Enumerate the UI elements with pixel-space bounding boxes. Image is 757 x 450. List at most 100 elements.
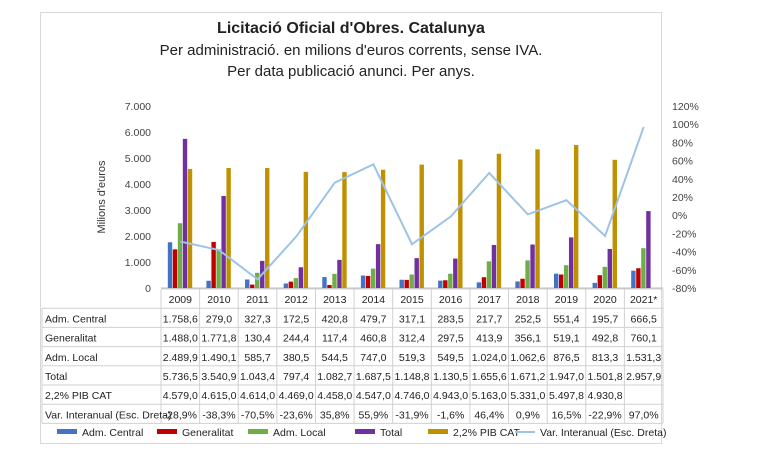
- y-tick-label: 0: [145, 283, 151, 295]
- bar: [558, 274, 564, 288]
- table-cell: 813,3: [592, 352, 618, 364]
- bar: [641, 248, 646, 288]
- table-row-label: Generalitat: [45, 333, 96, 345]
- bar: [448, 273, 453, 288]
- bar: [553, 273, 559, 288]
- bar: [636, 268, 641, 288]
- bar: [265, 168, 270, 288]
- bar: [520, 278, 525, 288]
- table-row-label: 2,2% PIB CAT: [45, 390, 112, 402]
- y2-tick-label: 60%: [672, 156, 693, 168]
- bar: [370, 268, 376, 288]
- bar: [414, 258, 419, 288]
- table-cell: 1.758,6: [163, 313, 198, 325]
- bar: [443, 280, 448, 288]
- legend-swatch: [57, 429, 77, 434]
- x-tick-label: 2017: [478, 294, 502, 306]
- legend-label: Adm. Local: [273, 427, 326, 439]
- bar: [404, 279, 409, 288]
- legend-label: Adm. Central: [82, 427, 143, 439]
- table-cell: 16,5%: [552, 409, 582, 421]
- x-tick-label: 2020: [593, 294, 617, 306]
- title-block: Licitació Oficial d'Obres. Catalunya Per…: [40, 18, 662, 82]
- bar: [298, 267, 304, 288]
- legend-label: Var. Interanual (Esc. Dreta): [540, 427, 666, 439]
- y-tick-label: 4.000: [125, 179, 151, 191]
- bar: [573, 145, 579, 288]
- bar: [486, 261, 492, 288]
- table-cell: 195,7: [592, 313, 618, 325]
- bar: [250, 284, 255, 288]
- table-cell: 5.163,0: [472, 390, 507, 402]
- table-cell: 1.062,6: [510, 352, 545, 364]
- table-cell: 4.579,0: [163, 390, 198, 402]
- table-cell: 117,4: [322, 333, 348, 345]
- table-cell: 1.531,3: [626, 352, 661, 364]
- y2-tick-label: -80%: [672, 283, 697, 295]
- x-tick-label: 2012: [284, 294, 308, 306]
- table-cell: 1.024,0: [472, 352, 507, 364]
- table-cell: 55,9%: [358, 409, 388, 421]
- x-tick-label: 2016: [439, 294, 463, 306]
- y2-tick-label: 40%: [672, 174, 693, 186]
- table-cell: 46,4%: [474, 409, 504, 421]
- x-tick-label: 2014: [362, 294, 386, 306]
- bar: [607, 248, 612, 288]
- chart-subtitle-line-2: Per data publicació anunci. Per anys.: [227, 63, 475, 80]
- bar: [360, 275, 366, 288]
- bar: [327, 284, 332, 288]
- table-cell: -38,3%: [202, 409, 235, 421]
- legend-swatch: [355, 429, 375, 434]
- legend-swatch: [157, 429, 177, 434]
- table-cell: -22,9%: [588, 409, 621, 421]
- bar: [525, 260, 530, 288]
- table-cell: 5.331,0: [510, 390, 545, 402]
- bar: [375, 244, 381, 288]
- table-cell: 5.736,5: [163, 371, 198, 383]
- table-cell: 297,5: [437, 333, 463, 345]
- table-cell: 4.469,0: [279, 390, 314, 402]
- bar: [419, 164, 424, 288]
- table-cell: 1.082,7: [317, 371, 352, 383]
- table-cell: 2.489,9: [163, 352, 198, 364]
- bar: [453, 258, 458, 288]
- table-cell: 460,8: [360, 333, 386, 345]
- y2-tick-label: 100%: [672, 119, 699, 131]
- table-cell: 380,5: [283, 352, 309, 364]
- table-cell: 217,7: [476, 313, 502, 325]
- table-cell: 4.943,0: [433, 390, 468, 402]
- table-cell: 4.614,0: [240, 390, 275, 402]
- bar: [597, 275, 602, 288]
- bar: [602, 266, 607, 288]
- table-cell: 5.497,8: [549, 390, 584, 402]
- x-tick-label: 2009: [169, 294, 193, 306]
- bar: [530, 244, 535, 288]
- table-cell: 876,5: [553, 352, 579, 364]
- table-cell: -1,6%: [437, 409, 464, 421]
- table-cell: 1.501,8: [588, 371, 623, 383]
- bar: [438, 280, 443, 288]
- table-cell: 283,5: [437, 313, 463, 325]
- x-tick-label: 2013: [323, 294, 347, 306]
- legend-label: 2,2% PIB CAT: [453, 427, 520, 439]
- table-cell: 1.148,8: [394, 371, 429, 383]
- table-cell: 519,3: [399, 352, 425, 364]
- table-cell: 35,8%: [320, 409, 350, 421]
- bar: [380, 169, 386, 288]
- bar: [612, 159, 617, 288]
- table-cell: 1.771,8: [201, 333, 236, 345]
- table-cell: -28,9%: [164, 409, 197, 421]
- bar: [399, 279, 404, 288]
- table-cell: 4.458,0: [317, 390, 352, 402]
- x-tick-label: 2011: [246, 294, 269, 306]
- table-cell: 585,7: [244, 352, 270, 364]
- variation-line: [180, 126, 645, 281]
- bar: [568, 237, 574, 288]
- bar: [167, 242, 173, 288]
- table-row-label: Adm. Local: [45, 352, 98, 364]
- table-cell: 0,9%: [516, 409, 540, 421]
- bar: [245, 279, 250, 288]
- bar: [342, 172, 347, 288]
- bar: [216, 249, 221, 288]
